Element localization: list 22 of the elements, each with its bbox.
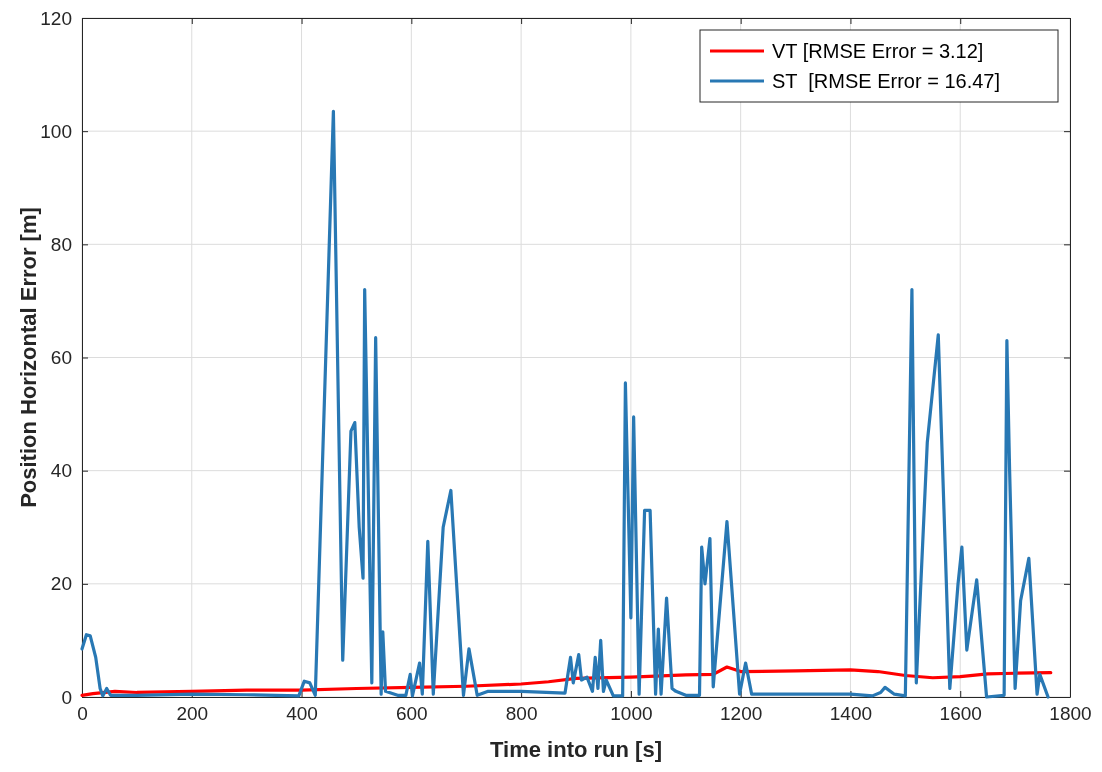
- y-tick-label: 100: [40, 120, 72, 142]
- x-tick-label: 1600: [939, 703, 982, 725]
- y-tick-label: 0: [61, 686, 72, 708]
- y-tick-label: 20: [50, 573, 72, 595]
- y-tick-label: 80: [50, 233, 72, 255]
- x-axis-title: Time into run [s]: [490, 737, 662, 762]
- x-tick-label: 200: [176, 703, 209, 725]
- x-tick-label: 400: [286, 703, 318, 725]
- x-tick-label: 0: [77, 703, 88, 725]
- y-tick-label: 60: [50, 347, 72, 369]
- x-tick-label: 1400: [829, 703, 873, 725]
- y-tick-label: 40: [50, 460, 72, 482]
- x-tick-label: 1200: [720, 703, 763, 725]
- y-axis-title: Position Horizontal Error [m]: [16, 207, 41, 508]
- y-tick-label: 120: [40, 7, 72, 29]
- x-tick-label: 1800: [1049, 703, 1092, 725]
- x-tick-label: 1000: [610, 703, 653, 725]
- legend-label: ST [RMSE Error = 16.47]: [772, 70, 1001, 92]
- x-tick-label: 600: [395, 703, 428, 725]
- x-tick-label: 800: [505, 703, 538, 725]
- line-series: [80, 109, 1050, 699]
- legend-label: VT [RMSE Error = 3.12]: [772, 40, 984, 62]
